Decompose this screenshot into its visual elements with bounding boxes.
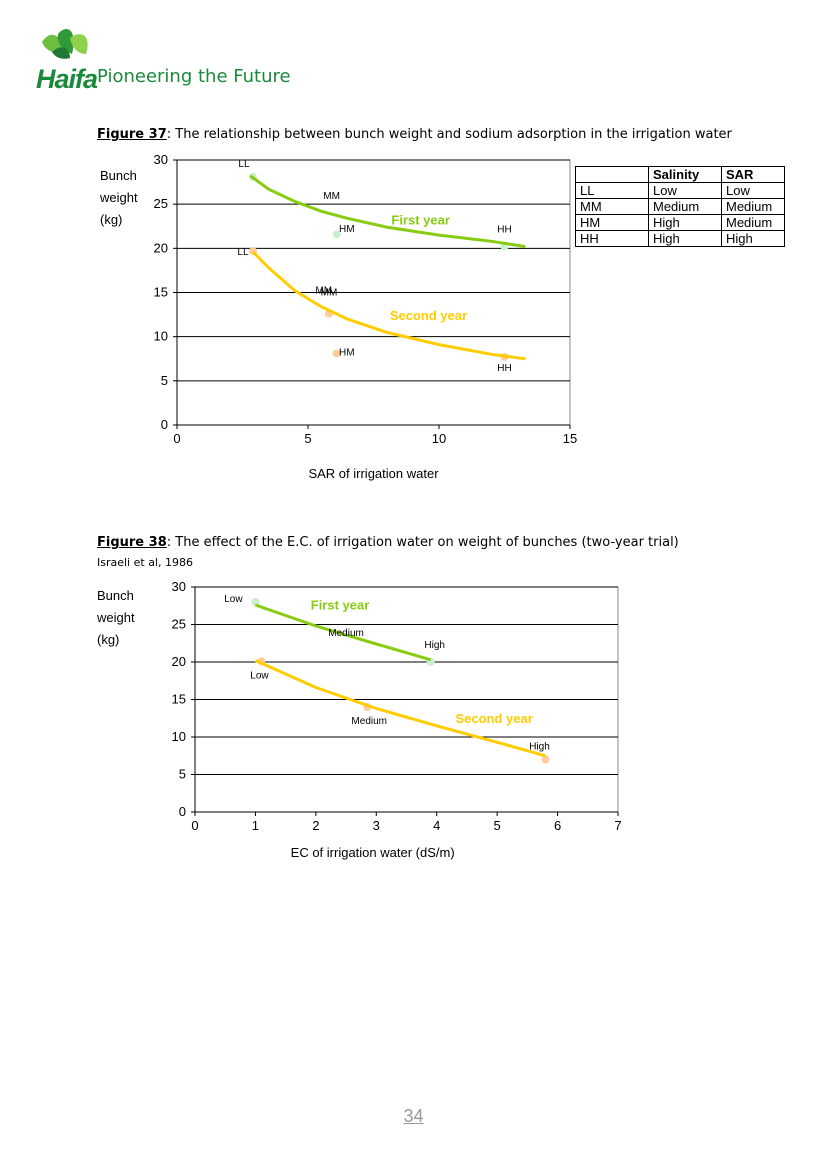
- data-label: HH: [497, 363, 511, 374]
- figure-37-caption: Figure 37: The relationship between bunc…: [97, 127, 732, 142]
- figure-37-chart: 0 5 10 15 20 25 30 0 5 10 15 SAR of irrigation wate…: [154, 152, 578, 481]
- x-tick-label: 1: [252, 818, 259, 833]
- data-label: HH: [497, 225, 511, 236]
- data-label: Low: [250, 670, 269, 681]
- figure-37-label: Figure 37: [97, 127, 167, 142]
- x-tick-label: 3: [373, 818, 380, 833]
- x-tick-label: 5: [494, 818, 501, 833]
- y-tick-label: 30: [172, 579, 186, 594]
- x-tick-label: 10: [432, 431, 446, 446]
- table-cell: Medium: [721, 214, 785, 231]
- y-tick-label: 10: [172, 729, 186, 744]
- ylabel-line: weight: [100, 190, 138, 205]
- series-label: Second year: [390, 308, 467, 323]
- haifa-leaf-logo: [42, 28, 88, 59]
- x-tick-label: 0: [173, 431, 180, 446]
- table-cell: HH: [575, 230, 649, 247]
- table-cell: MM: [575, 198, 649, 215]
- data-label: LL: [237, 247, 249, 258]
- data-point: [332, 349, 341, 358]
- table-row: MM Medium Medium: [575, 198, 785, 215]
- ylabel-line: Bunch: [97, 588, 134, 603]
- data-label: Medium: [328, 628, 364, 639]
- table-row: LL Low Low: [575, 182, 785, 199]
- table-cell: High: [721, 230, 785, 247]
- y-tick-label: 0: [179, 804, 186, 819]
- figure-38-source: Israeli et al, 1986: [97, 556, 193, 569]
- y-tick-label: 10: [154, 329, 168, 344]
- x-tick-label: 5: [304, 431, 311, 446]
- data-point: [251, 598, 260, 606]
- y-tick-label: 30: [154, 152, 168, 167]
- figure-37-legend-table: Salinity SAR LL Low Low MM Medium Medium…: [575, 166, 785, 247]
- figure-38-label: Figure 38: [97, 535, 167, 550]
- x-tick-label: 4: [433, 818, 440, 833]
- table-cell: HM: [575, 214, 649, 231]
- data-label: High: [529, 742, 550, 753]
- trend-line: [249, 174, 526, 249]
- x-axis-label: SAR of irrigation water: [308, 466, 439, 481]
- figure-38-chart: 0 5 10 15 20 25 30 0 1 2 3 4 5 6 7 EC of irrigation wat…: [172, 579, 622, 860]
- y-tick-label: 15: [172, 692, 186, 707]
- page-number: 34: [403, 1106, 424, 1126]
- table-cell: High: [648, 214, 722, 231]
- data-label: MM: [321, 288, 338, 299]
- y-tick-label: 15: [154, 285, 168, 300]
- x-tick-label: 15: [563, 431, 577, 446]
- ylabel-line: weight: [97, 610, 135, 625]
- table-row: HH High High: [575, 230, 785, 247]
- x-tick-label: 0: [191, 818, 198, 833]
- figure-38-caption-text: : The effect of the E.C. of irrigation w…: [166, 535, 679, 550]
- figure-37-caption-text: : The relationship between bunch weight …: [166, 127, 732, 142]
- data-label: MM: [323, 191, 340, 202]
- table-cell: Medium: [721, 198, 785, 215]
- data-label: LL: [238, 159, 250, 170]
- y-tick-label: 25: [154, 196, 168, 211]
- table-header-cell: [575, 166, 649, 183]
- data-label: HM: [339, 347, 355, 358]
- data-label: High: [424, 640, 445, 651]
- series-label: Second year: [455, 711, 532, 726]
- y-tick-label: 0: [161, 417, 168, 432]
- data-point: [332, 230, 341, 239]
- data-label: Medium: [351, 716, 387, 727]
- ylabel-line: (kg): [97, 632, 120, 647]
- series-label: First year: [391, 212, 450, 227]
- tagline: Pioneering the Future: [97, 66, 291, 87]
- table-header-cell: SAR: [721, 166, 785, 183]
- table-header-row: Salinity SAR: [575, 166, 785, 183]
- data-label: HM: [339, 224, 355, 235]
- y-tick-label: 5: [161, 373, 168, 388]
- table-header-cell: Salinity: [648, 166, 722, 183]
- ylabel-line: Bunch: [100, 168, 137, 183]
- data-label: Low: [224, 594, 243, 605]
- brand-name: Haifa: [36, 64, 98, 94]
- table-row: HM High Medium: [575, 214, 785, 231]
- figure-38-ylabel: Bunch weight (kg): [97, 585, 135, 651]
- table-cell: Medium: [648, 198, 722, 215]
- table-cell: Low: [721, 182, 785, 199]
- trend-line: [251, 250, 526, 361]
- y-tick-label: 5: [179, 767, 186, 782]
- data-point: [541, 755, 550, 764]
- table-cell: High: [648, 230, 722, 247]
- trend-line: [254, 659, 546, 758]
- data-label: MM: [315, 285, 332, 296]
- y-tick-label: 20: [154, 240, 168, 255]
- series-label: First year: [311, 598, 370, 613]
- table-cell: LL: [575, 182, 649, 199]
- figure-38-caption: Figure 38: The effect of the E.C. of irr…: [97, 535, 679, 550]
- ylabel-line: (kg): [100, 212, 123, 227]
- x-tick-label: 7: [614, 818, 621, 833]
- table-cell: Low: [648, 182, 722, 199]
- figure-37-ylabel: Bunch weight (kg): [100, 165, 138, 231]
- y-tick-label: 20: [172, 654, 186, 669]
- x-tick-label: 6: [554, 818, 561, 833]
- trend-line: [254, 603, 432, 662]
- x-tick-label: 2: [312, 818, 319, 833]
- x-axis-label: EC of irrigation water (dS/m): [291, 845, 455, 860]
- y-tick-label: 25: [172, 617, 186, 632]
